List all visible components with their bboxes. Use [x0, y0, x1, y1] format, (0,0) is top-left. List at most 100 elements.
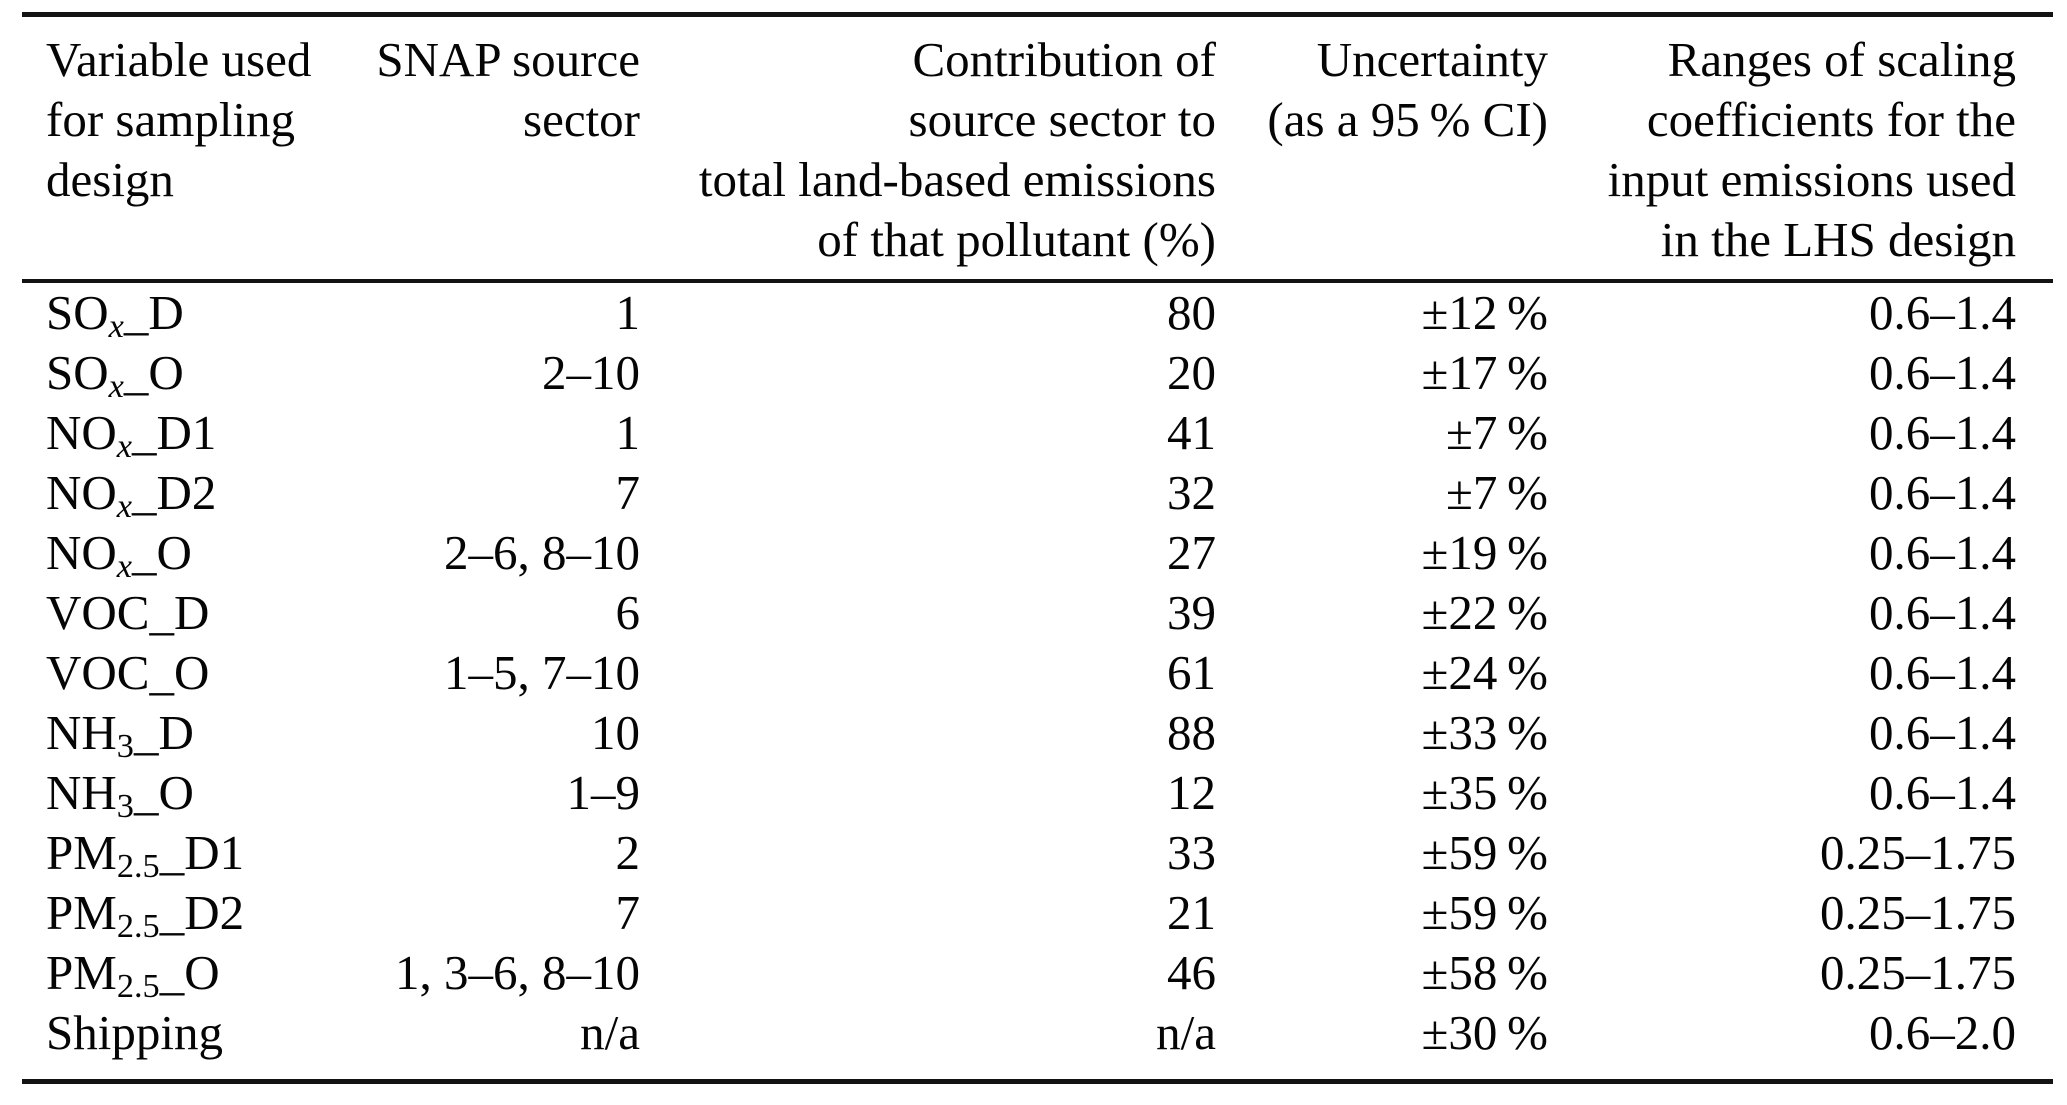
cell-snap-sector: 1–9	[566, 764, 641, 820]
header-line: sector	[523, 92, 640, 147]
variable-base: NO	[46, 404, 117, 460]
table-header: Variable used for sampling design SNAP s…	[22, 14, 2053, 283]
cell-uncertainty: ±19 %	[1421, 524, 1548, 580]
header-contribution: Contribution of source sector to total l…	[640, 14, 1216, 283]
variable-subscript: 2.5	[116, 846, 160, 885]
variable-subscript: x	[116, 546, 133, 585]
cell-variable: VOC_O	[22, 643, 355, 703]
cell-uncertainty: ±7 %	[1445, 404, 1548, 460]
cell-scaling-range: 0.6–1.4	[1869, 464, 2016, 520]
cell-uncertainty: ±17 %	[1421, 344, 1548, 400]
variable-suffix: _O	[133, 764, 194, 820]
variable-base: NO	[46, 464, 117, 520]
variable-suffix: _O	[149, 644, 210, 700]
header-line: of that pollutant (%)	[817, 212, 1216, 267]
table-row: PM2.5_D1 2 33 ±59 % 0.25–1.75	[22, 823, 2053, 883]
cell-contribution: 32	[1167, 464, 1216, 520]
variable-suffix: _D	[123, 284, 184, 340]
table-row: NOx_D1 1 41 ±7 % 0.6–1.4	[22, 403, 2053, 463]
cell-contribution: 21	[1167, 884, 1216, 940]
header-line: Ranges of scaling	[1667, 32, 2016, 87]
header-line: input emissions used	[1607, 152, 2016, 207]
cell-scaling-range: 0.6–1.4	[1869, 644, 2016, 700]
variable-subscript: 2.5	[116, 966, 160, 1005]
variable-base: PM	[46, 824, 117, 880]
cell-scaling-range: 0.25–1.75	[1820, 824, 2016, 880]
cell-variable: PM2.5_O	[22, 943, 355, 1003]
cell-uncertainty: ±30 %	[1421, 1004, 1548, 1060]
cell-variable: SOx_D	[22, 281, 355, 343]
table-row: SOx_D 1 80 ±12 % 0.6–1.4	[22, 281, 2053, 343]
cell-scaling-range: 0.6–1.4	[1869, 284, 2016, 340]
variable-suffix: _O	[132, 524, 192, 580]
variable-suffix: _D	[133, 704, 194, 760]
header-line: total land-based emissions	[698, 152, 1216, 207]
header-line: Uncertainty	[1316, 32, 1548, 87]
cell-scaling-range: 0.6–1.4	[1869, 584, 2016, 640]
variable-subscript: 3	[116, 726, 134, 765]
variable-suffix: _O	[159, 944, 220, 1000]
cell-uncertainty: ±35 %	[1421, 764, 1548, 820]
cell-scaling-range: 0.25–1.75	[1820, 944, 2016, 1000]
cell-scaling-range: 0.25–1.75	[1820, 884, 2016, 940]
table-row: PM2.5_O 1, 3–6, 8–10 46 ±58 % 0.25–1.75	[22, 943, 2053, 1003]
variable-suffix: _D2	[132, 464, 217, 520]
variable-base: VOC	[46, 584, 150, 640]
header-line: design	[46, 152, 174, 207]
table-row: VOC_O 1–5, 7–10 61 ±24 % 0.6–1.4	[22, 643, 2053, 703]
cell-variable: NOx_D1	[22, 403, 355, 463]
variable-base: VOC	[46, 644, 150, 700]
cell-variable: VOC_D	[22, 583, 355, 643]
variable-base: PM	[46, 944, 117, 1000]
variable-subscript: 2.5	[116, 906, 160, 945]
variable-base: Shipping	[46, 1004, 223, 1060]
cell-scaling-range: 0.6–1.4	[1869, 404, 2016, 460]
variable-suffix: _D1	[159, 824, 245, 880]
variable-subscript: x	[108, 306, 124, 345]
variable-base: NH	[46, 704, 117, 760]
cell-contribution: 27	[1167, 524, 1216, 580]
table-row: SOx_O 2–10 20 ±17 % 0.6–1.4	[22, 343, 2053, 403]
variable-suffix: _D2	[159, 884, 245, 940]
table-row: PM2.5_D2 7 21 ±59 % 0.25–1.75	[22, 883, 2053, 943]
header-line: (as a 95 % CI)	[1267, 92, 1548, 147]
variable-subscript: 3	[116, 786, 134, 825]
variable-base: SO	[46, 344, 109, 400]
cell-variable: NH3_D	[22, 703, 355, 763]
variable-base: NO	[46, 524, 117, 580]
cell-snap-sector: 2–6, 8–10	[444, 524, 640, 580]
cell-variable: SOx_O	[22, 343, 355, 403]
cell-snap-sector: 1, 3–6, 8–10	[395, 944, 640, 1000]
cell-snap-sector: 2–10	[542, 344, 640, 400]
variable-subscript: x	[116, 426, 133, 465]
cell-snap-sector: 1	[615, 284, 641, 340]
variable-base: NH	[46, 764, 117, 820]
cell-scaling-range: 0.6–1.4	[1869, 344, 2016, 400]
cell-variable: Shipping	[22, 1003, 355, 1082]
cell-snap-sector: 10	[591, 704, 640, 760]
cell-snap-sector: 1	[615, 404, 641, 460]
variable-subscript: x	[116, 486, 133, 525]
cell-variable: NOx_D2	[22, 463, 355, 523]
cell-snap-sector: 1–5, 7–10	[444, 644, 640, 700]
emissions-uncertainty-table: Variable used for sampling design SNAP s…	[22, 12, 2053, 1084]
cell-uncertainty: ±33 %	[1421, 704, 1548, 760]
table-row: Shipping n/a n/a ±30 % 0.6–2.0	[22, 1003, 2053, 1082]
cell-contribution: 88	[1167, 704, 1216, 760]
variable-suffix: _D1	[132, 404, 217, 460]
header-variable: Variable used for sampling design	[22, 14, 355, 283]
header-row: Variable used for sampling design SNAP s…	[22, 14, 2053, 283]
cell-snap-sector: 7	[615, 464, 641, 520]
cell-snap-sector: 7	[615, 884, 641, 940]
header-line: for sampling	[46, 92, 296, 147]
header-scaling-range: Ranges of scaling coefficients for the i…	[1548, 14, 2053, 283]
header-line: in the LHS design	[1660, 212, 2016, 267]
cell-uncertainty: ±22 %	[1421, 584, 1548, 640]
cell-snap-sector: 6	[615, 584, 641, 640]
cell-contribution: 12	[1167, 764, 1216, 820]
cell-uncertainty: ±7 %	[1445, 464, 1548, 520]
cell-snap-sector: 2	[615, 824, 641, 880]
cell-contribution: 20	[1167, 344, 1216, 400]
cell-snap-sector: n/a	[580, 1004, 640, 1060]
